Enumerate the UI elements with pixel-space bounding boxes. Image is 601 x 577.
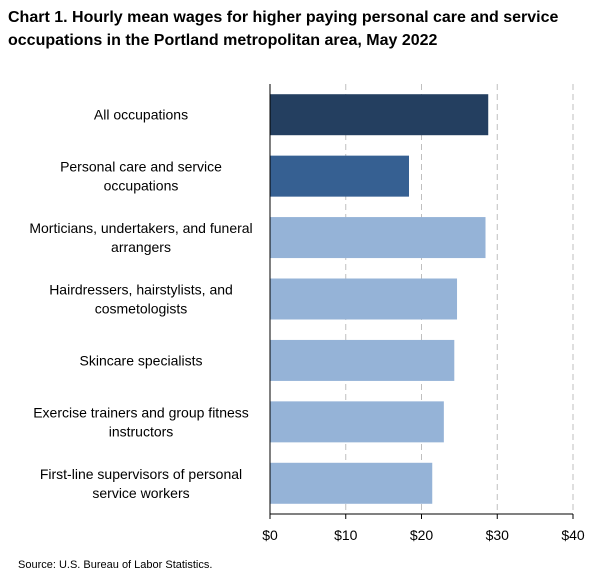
- category-label: cosmetologists: [95, 301, 188, 317]
- x-tick-label: $10: [334, 527, 358, 543]
- category-label: arrangers: [111, 239, 171, 255]
- category-label: First-line supervisors of personal: [40, 466, 242, 482]
- bar: [270, 217, 486, 259]
- x-tick-label: $40: [561, 527, 585, 543]
- x-tick-label: $0: [262, 527, 278, 543]
- category-label: Skincare specialists: [80, 352, 203, 368]
- category-label: service workers: [92, 485, 189, 501]
- category-labels: All occupations Personal care and service…: [29, 107, 252, 501]
- category-label: occupations: [104, 178, 179, 194]
- bar: [270, 155, 410, 197]
- bar: [270, 278, 458, 320]
- category-label: Personal care and service: [60, 159, 222, 175]
- category-label: Morticians, undertakers, and funeral: [29, 220, 252, 236]
- category-label: instructors: [109, 423, 174, 439]
- bar: [270, 401, 444, 443]
- category-label: Exercise trainers and group fitness: [33, 404, 249, 420]
- chart-title: Chart 1. Hourly mean wages for higher pa…: [8, 9, 559, 49]
- x-tick-label: $30: [486, 527, 510, 543]
- x-tick-label: $20: [410, 527, 434, 543]
- category-label: All occupations: [94, 107, 188, 123]
- source-note: Source: U.S. Bureau of Labor Statistics.: [18, 559, 213, 571]
- bar: [270, 462, 433, 504]
- x-axis: $0 $10 $20 $30 $40: [262, 84, 585, 543]
- bar: [270, 94, 489, 136]
- category-label: Hairdressers, hairstylists, and: [49, 282, 233, 298]
- bars: [270, 94, 489, 504]
- bar: [270, 339, 455, 381]
